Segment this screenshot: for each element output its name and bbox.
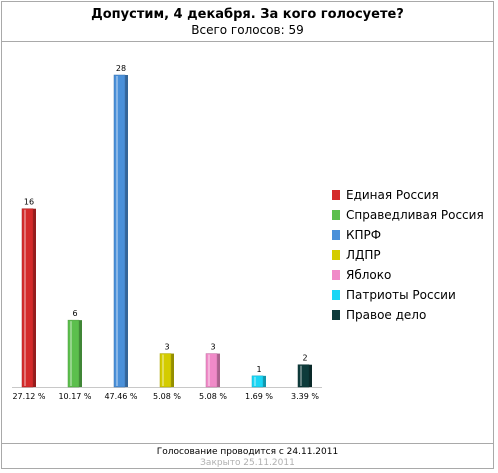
bar-highlight	[300, 365, 302, 386]
legend-label: Единая Россия	[346, 188, 439, 202]
bar-face	[297, 364, 310, 388]
legend-swatch	[332, 230, 340, 240]
bar-face	[113, 74, 126, 388]
bar-side	[263, 375, 266, 387]
bar-highlight	[254, 376, 256, 386]
legend-label: КПРФ	[346, 228, 382, 242]
bar-2	[67, 319, 82, 388]
legend-swatch	[332, 290, 340, 300]
bar-value-label: 3	[164, 343, 169, 352]
legend-item: КПРФ	[332, 225, 484, 245]
bar-side	[217, 353, 220, 387]
bar-percent-label: 1.69 %	[245, 392, 273, 401]
bar-5	[205, 353, 220, 388]
bar-side	[33, 208, 36, 387]
legend-item: Правое дело	[332, 305, 484, 325]
bar-chart: 16 27.12 % 6 10.17 % 28 47.46 % 3 5.08 % 3 5.08 %…	[12, 64, 322, 401]
legend-swatch	[332, 250, 340, 260]
bar-value-label: 3	[210, 343, 215, 352]
bar-face	[251, 375, 264, 388]
bar-7	[297, 364, 312, 388]
bar-highlight	[162, 354, 164, 386]
bar-percent-label: 5.08 %	[153, 392, 181, 401]
bar-percent-label: 10.17 %	[58, 392, 91, 401]
legend-label: Патриоты России	[346, 288, 456, 302]
chart-legend: Единая Россия Справедливая Россия КПРФ ЛДПР…	[332, 185, 484, 325]
bar-highlight	[208, 354, 210, 386]
bar-percent-label: 3.39 %	[291, 392, 319, 401]
bar-face	[205, 353, 218, 388]
poll-title: Допустим, 4 декабря. За кого голосуете?	[91, 7, 404, 22]
bar-value-label: 2	[302, 354, 307, 363]
bar-percent-label: 5.08 %	[199, 392, 227, 401]
bar-percent-label: 47.46 %	[104, 392, 137, 401]
bar-face	[159, 353, 172, 388]
legend-item: Яблоко	[332, 265, 484, 285]
bar-value-label: 6	[72, 309, 77, 318]
legend-item: ЛДПР	[332, 245, 484, 265]
legend-swatch	[332, 270, 340, 280]
legend-swatch	[332, 190, 340, 200]
bar-highlight	[24, 209, 26, 386]
poll-period: Голосование проводится с 24.11.2011	[156, 447, 339, 457]
bar-side	[171, 353, 174, 387]
bar-4	[159, 353, 174, 388]
legend-label: Яблоко	[346, 268, 392, 282]
bar-value-label: 16	[24, 198, 34, 207]
legend-label: Справедливая Россия	[346, 208, 484, 222]
legend-swatch	[332, 310, 340, 320]
bar-face	[21, 208, 34, 388]
bar-face	[67, 319, 80, 388]
bar-highlight	[116, 76, 118, 386]
legend-label: Правое дело	[346, 308, 427, 322]
bar-value-label: 1	[256, 365, 261, 374]
bar-6	[251, 375, 266, 388]
poll-panel: Допустим, 4 декабря. За кого голосуете? …	[1, 1, 494, 469]
legend-item: Единая Россия	[332, 185, 484, 205]
bar-side	[125, 75, 128, 387]
poll-chart: 16 27.12 % 6 10.17 % 28 47.46 % 3 5.08 % 3 5.08 %…	[2, 42, 493, 442]
bar-1	[21, 208, 36, 388]
legend-swatch	[332, 210, 340, 220]
legend-item: Патриоты России	[332, 285, 484, 305]
bar-side	[79, 320, 82, 387]
bar-side	[309, 364, 312, 387]
legend-item: Справедливая Россия	[332, 205, 484, 225]
bar-3	[113, 74, 128, 388]
legend-label: ЛДПР	[346, 248, 381, 262]
total-votes: Всего голосов: 59	[191, 23, 304, 37]
bar-value-label: 28	[116, 64, 126, 73]
bar-percent-label: 27.12 %	[12, 392, 45, 401]
poll-header: Допустим, 4 декабря. За кого голосуете? …	[2, 2, 493, 42]
bar-highlight	[70, 321, 72, 386]
poll-footer: Голосование проводится с 24.11.2011 Закр…	[2, 443, 493, 470]
poll-closed: Закрыто 25.11.2011	[200, 458, 295, 468]
